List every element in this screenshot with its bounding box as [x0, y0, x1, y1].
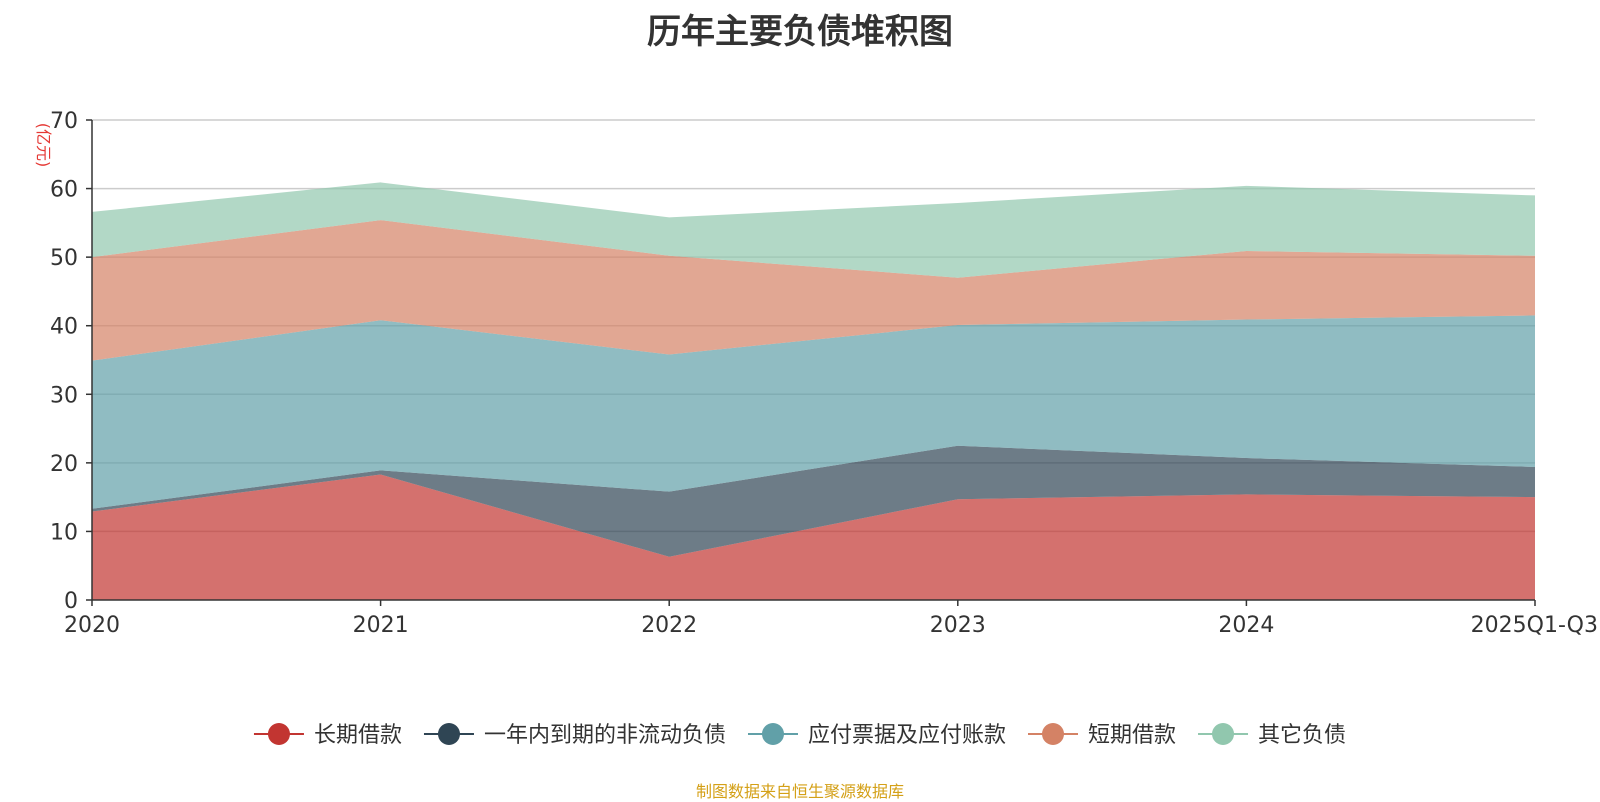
legend-marker-3: [1042, 723, 1065, 745]
x-tick-label-2: 2022: [641, 613, 697, 638]
legend-label-4: 其它负债: [1258, 723, 1346, 748]
legend-item-2[interactable]: 应付票据及应付账款: [747, 723, 1006, 748]
area-series: [92, 182, 1535, 600]
legend-item-3[interactable]: 短期借款: [1028, 723, 1176, 748]
legend-marker-2: [761, 723, 784, 745]
legend: 长期借款 一年内到期的非流动负债 应付票据及应付账款 短期借款 其它负债: [253, 723, 1346, 748]
legend-item-0[interactable]: 长期借款: [253, 723, 402, 748]
legend-marker-1: [437, 723, 460, 745]
y-tick-label-4: 40: [50, 315, 78, 340]
source-note: 制图数据来自恒生聚源数据库: [695, 782, 904, 801]
y-tick-label-7: 70: [50, 109, 78, 134]
y-tick-label-1: 10: [50, 520, 78, 545]
y-axis-ticks: 0 10 20 30 40 50 60 70: [50, 109, 92, 614]
x-tick-label-0: 2020: [64, 613, 120, 638]
y-axis-unit-label: (亿元): [34, 123, 53, 168]
area-series-4: [92, 182, 1535, 278]
legend-item-4[interactable]: 其它负债: [1198, 723, 1346, 748]
x-tick-label-5: 2025Q1-Q3: [1471, 613, 1598, 638]
y-tick-label-6: 60: [50, 178, 78, 203]
area-series-2: [92, 315, 1535, 509]
legend-label-3: 短期借款: [1088, 723, 1176, 748]
x-tick-label-4: 2024: [1218, 613, 1274, 638]
area-series-3: [92, 220, 1535, 361]
y-tick-label-3: 30: [50, 383, 78, 408]
legend-label-1: 一年内到期的非流动负债: [484, 723, 726, 748]
legend-marker-0: [267, 723, 290, 745]
x-tick-label-3: 2023: [930, 613, 986, 638]
y-tick-label-0: 0: [64, 589, 78, 614]
x-tick-label-1: 2021: [353, 613, 409, 638]
area-series-1: [92, 445, 1535, 557]
axes: [91, 120, 1535, 601]
legend-label-2: 应付票据及应付账款: [808, 723, 1006, 748]
y-tick-label-5: 50: [50, 246, 78, 271]
legend-label-0: 长期借款: [314, 723, 402, 748]
chart-title: 历年主要负债堆积图: [647, 12, 953, 52]
legend-item-1[interactable]: 一年内到期的非流动负债: [423, 723, 726, 748]
x-axis-ticks: 2020 2021 2022 2023 2024 2025Q1-Q3: [64, 600, 1598, 638]
y-tick-label-2: 20: [50, 452, 78, 477]
legend-marker-4: [1212, 723, 1235, 745]
area-series-0: [92, 474, 1535, 600]
